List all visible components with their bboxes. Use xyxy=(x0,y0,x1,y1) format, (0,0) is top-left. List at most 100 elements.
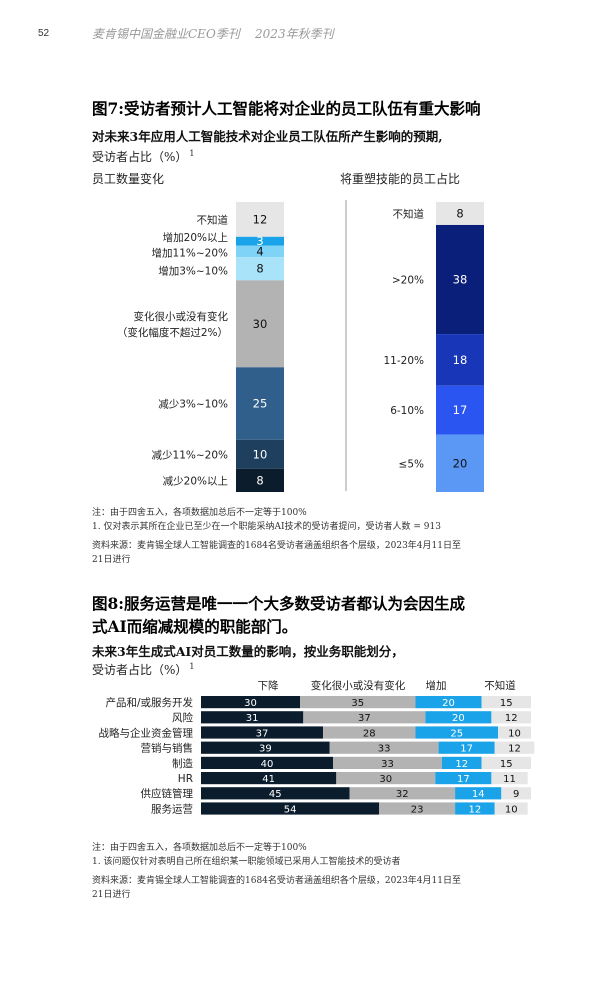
bar-segment xyxy=(415,696,482,709)
figure8-subtitle2: 受访者占比（%） 1 xyxy=(92,662,195,677)
bar-segment xyxy=(425,711,492,724)
bar-value-label: 45 xyxy=(269,789,282,800)
figure7-footnote: 1. 仅对表示其所在企业已至少在一个职能采纳AI技术的受访者提问，受访者人数 =… xyxy=(92,522,441,532)
bar-segment xyxy=(501,787,531,800)
bar-segment xyxy=(491,772,528,785)
bar-value-label: 17 xyxy=(460,744,473,755)
bar-value-label: 12 xyxy=(469,804,482,815)
bar-value-label: 33 xyxy=(381,759,394,770)
chart2-value-label: 20 xyxy=(453,456,468,470)
chart1-segment xyxy=(236,245,284,258)
bar-value-label: 15 xyxy=(500,698,513,709)
chart1-category-label: （变化幅度不超过2%） xyxy=(117,326,228,339)
figure8-title-line1: 图8:服务运营是唯一一个大多数受访者都认为会因生成 xyxy=(92,594,466,613)
bar-segment xyxy=(201,726,324,739)
bar-value-label: 12 xyxy=(455,759,468,770)
bar-value-label: 28 xyxy=(363,728,376,739)
figure7-subtitle: 对未来3年应用人工智能技术对企业员工队伍所产生影响的预期, xyxy=(92,129,443,144)
chart1-value-label: 3 xyxy=(256,234,263,248)
bar-value-label: 11 xyxy=(503,774,516,785)
bar-value-label: 30 xyxy=(244,698,257,709)
bar-segment xyxy=(201,741,330,754)
bar-segment xyxy=(329,741,439,754)
publication-header: 麦肯锡中国金融业CEO季刊 2023年秋季刊 xyxy=(92,27,334,41)
bar-segment xyxy=(201,756,333,769)
chart2-value-label: 18 xyxy=(453,353,468,367)
bar-segment xyxy=(481,696,531,709)
bar-value-label: 30 xyxy=(379,774,392,785)
chart2-segment xyxy=(436,202,484,225)
bar-value-label: 41 xyxy=(262,774,275,785)
chart2-segment xyxy=(436,385,484,435)
legend-label: 不知道 xyxy=(484,679,516,692)
figure8-title-line2: 式AI而缩减规模的职能部门。 xyxy=(92,617,298,636)
bar-segment xyxy=(201,802,380,815)
chart1-segment xyxy=(236,236,284,246)
chart1-segment xyxy=(236,280,284,368)
chart2-value-label: 8 xyxy=(456,206,463,220)
bar-segment xyxy=(481,756,531,769)
chart1-value-label: 10 xyxy=(253,447,268,461)
bar-value-label: 9 xyxy=(513,789,519,800)
chart2-segment xyxy=(436,224,484,335)
chart2-category-label: 6-10% xyxy=(390,405,424,417)
bar-segment xyxy=(349,787,456,800)
bar-value-label: 14 xyxy=(472,789,485,800)
row-label: 战略与企业资金管理 xyxy=(99,726,194,739)
row-label: 营销与销售 xyxy=(141,742,194,755)
bar-segment xyxy=(379,802,456,815)
chart1-segment xyxy=(236,468,284,492)
bar-value-label: 40 xyxy=(261,759,274,770)
chart1-category-label: 增加11%~20% xyxy=(152,246,228,259)
bar-value-label: 35 xyxy=(351,698,364,709)
chart1-value-label: 25 xyxy=(253,397,268,411)
bar-segment xyxy=(494,802,528,815)
bar-segment xyxy=(455,787,502,800)
bar-value-label: 12 xyxy=(505,713,518,724)
bar-value-label: 15 xyxy=(500,759,513,770)
chart2-category-label: 不知道 xyxy=(393,207,425,220)
row-label: 产品和/或服务开发 xyxy=(105,696,193,709)
figure8-source: 资料来源：麦肯锡全球人工智能调查的1684名受访者涵盖组织各个层级，2023年4… xyxy=(92,876,461,886)
figure8-footnote: 1. 该问题仅针对表明自己所在组织某一职能领域已采用人工智能技术的受访者 xyxy=(92,857,401,867)
figure7-source-2: 21日进行 xyxy=(92,555,131,565)
chart2-category-label: 11-20% xyxy=(384,355,425,367)
bar-segment xyxy=(201,787,350,800)
bar-value-label: 10 xyxy=(505,804,518,815)
chart2-value-label: 38 xyxy=(453,273,468,287)
bar-value-label: 23 xyxy=(411,804,424,815)
chart1-segment xyxy=(236,257,284,281)
footnote-mark: 1 xyxy=(189,662,195,671)
row-label: 供应链管理 xyxy=(141,787,194,800)
chart2-segment xyxy=(436,334,484,386)
chart1-segment xyxy=(236,202,284,237)
chart2-segment xyxy=(436,434,484,492)
figure8-note: 注：由于四舍五入，各项数据加总后不一定等于100% xyxy=(92,843,307,853)
bar-value-label: 37 xyxy=(256,728,269,739)
row-label: 风险 xyxy=(172,711,193,724)
legend-label: 下降 xyxy=(258,679,279,692)
bar-segment xyxy=(300,696,416,709)
chart2-value-label: 17 xyxy=(453,403,468,417)
chart1-segment xyxy=(236,367,284,440)
chart1-value-label: 8 xyxy=(256,262,263,276)
bar-value-label: 31 xyxy=(246,713,259,724)
chart1-title: 员工数量变化 xyxy=(92,171,164,186)
chart1-value-label: 12 xyxy=(253,212,268,226)
figure7-title: 图7:受访者预计人工智能将对企业的员工队伍有重大影响 xyxy=(92,99,481,118)
bar-segment xyxy=(415,726,498,739)
bar-value-label: 33 xyxy=(378,744,391,755)
row-label: 制造 xyxy=(172,757,193,770)
bar-segment xyxy=(336,772,436,785)
figure7-note: 注：由于四舍五入，各项数据加总后不一定等于100% xyxy=(92,508,307,518)
bar-segment xyxy=(438,741,495,754)
bar-segment xyxy=(455,802,495,815)
chart2-title: 将重塑技能的员工占比 xyxy=(340,171,460,186)
chart2-category-label: >20% xyxy=(392,275,424,287)
bar-value-label: 20 xyxy=(452,713,465,724)
bar-segment xyxy=(494,741,535,754)
figure7-source: 资料来源：麦肯锡全球人工智能调查的1684名受访者涵盖组织各个层级，2023年4… xyxy=(92,541,461,551)
figure7-subtitle2: 受访者占比（%） 1 xyxy=(92,149,195,164)
bar-value-label: 20 xyxy=(442,698,455,709)
